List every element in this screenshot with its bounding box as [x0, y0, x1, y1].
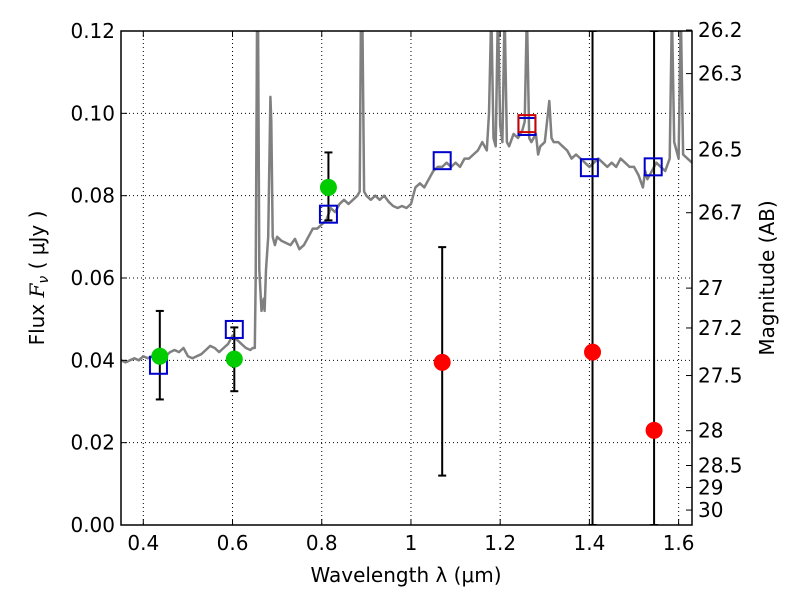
y-tick-label: 0.00 [70, 513, 115, 537]
y-tick-label: 0.04 [70, 348, 115, 372]
model-square-marker [517, 114, 537, 134]
observed-circle-marker [151, 347, 169, 365]
y-tick-label: 0.08 [70, 184, 115, 208]
model-square-marker [318, 204, 338, 224]
y2-tick-label: 26.2 [698, 18, 743, 42]
x-axis-label: Wavelength λ (μm) [310, 563, 501, 587]
y-axis-label-symbol: F [25, 282, 49, 298]
plot-area [121, 31, 692, 525]
plot-background [121, 31, 692, 525]
y-tick-label: 0.02 [70, 431, 115, 455]
observed-circle-marker [319, 178, 337, 196]
y-tick-label: 0.06 [70, 266, 115, 290]
model-square-marker [643, 157, 663, 177]
y-tick-label: 0.10 [70, 101, 115, 125]
y-axis-label-prefix: Flux [25, 297, 49, 345]
x-tick-label: 0.4 [127, 531, 159, 555]
y2-tick-label: 28.5 [698, 453, 743, 477]
x-tick-label: 0.6 [217, 531, 249, 555]
y-tick-label: 0.12 [70, 19, 115, 43]
observed-circle-marker [225, 350, 243, 368]
y2-tick-label: 29 [698, 475, 723, 499]
y-axis-label-suffix: ( μJy ) [25, 211, 49, 276]
y2-axis-label: Magnitude (AB) [755, 200, 779, 355]
y2-tick-label: 27.5 [698, 364, 743, 388]
y2-tick-label: 26.5 [698, 138, 743, 162]
y2-tick-label: 27 [698, 276, 723, 300]
observed-circle-marker [584, 343, 602, 361]
x-tick-label: 1.2 [484, 531, 516, 555]
y-axis-label: Flux Fν ( μJy ) [25, 211, 52, 346]
model-square-marker [579, 158, 599, 178]
y2-tick-label: 28 [698, 419, 723, 443]
model-square-marker [432, 151, 452, 171]
x-tick-label: 0.8 [306, 531, 338, 555]
y2-tick-label: 27.2 [698, 316, 743, 340]
y-axis-label-subscript: ν [36, 276, 52, 284]
x-tick-label: 1 [405, 531, 418, 555]
y2-tick-label: 26.3 [698, 62, 743, 86]
model-square-marker [224, 319, 244, 339]
y2-tick-label: 30 [698, 498, 723, 522]
observed-circle-marker [433, 353, 451, 371]
x-tick-label: 1.6 [663, 531, 695, 555]
x-tick-label: 1.4 [573, 531, 605, 555]
observed-circle-marker [645, 421, 663, 439]
ticks: 0.4 0.6 0.8 1 1.2 1.4 1.6 0.00 0.02 0.04 0.06 0.08 0… [70, 18, 742, 555]
y2-tick-label: 26.7 [698, 201, 743, 225]
